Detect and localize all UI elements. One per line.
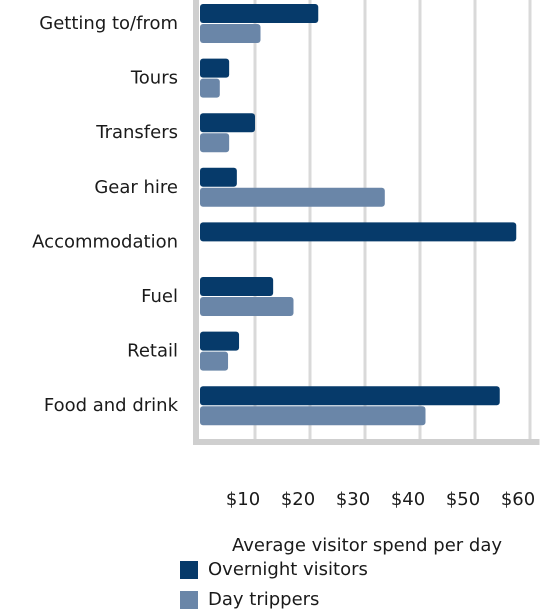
y-tick-label: Accommodation: [32, 231, 178, 252]
bar: [200, 406, 426, 426]
bar: [200, 351, 229, 371]
bar: [200, 187, 385, 207]
bar: [200, 167, 237, 187]
y-tick-label: Getting to/from: [39, 13, 178, 34]
legend-swatch: [180, 561, 198, 579]
y-tick-label: Retail: [127, 341, 178, 362]
bar: [200, 222, 517, 242]
bar: [200, 113, 255, 133]
legend-label: Day trippers: [208, 589, 319, 610]
bar: [200, 24, 261, 43]
bar: [200, 78, 220, 98]
x-axis-label: Average visitor spend per day: [232, 535, 502, 556]
legend-label: Overnight visitors: [208, 559, 368, 580]
bar: [200, 4, 319, 23]
bar: [200, 386, 500, 406]
y-tick-label: Transfers: [95, 122, 178, 143]
x-tick-label: $40: [391, 489, 425, 510]
x-tick-label: $20: [281, 489, 315, 510]
bar: [200, 297, 294, 316]
x-tick-label: $30: [336, 489, 370, 510]
y-tick-label: Gear hire: [94, 177, 178, 198]
legend-swatch: [180, 591, 198, 609]
y-tick-label: Fuel: [141, 286, 178, 307]
bar: [200, 277, 274, 296]
bar: [200, 58, 230, 78]
x-tick-label: $10: [226, 489, 260, 510]
bar: [200, 331, 240, 351]
bar: [200, 133, 230, 153]
y-tick-label: Tours: [130, 68, 178, 89]
y-tick-label: Food and drink: [44, 395, 179, 416]
x-tick-label: $60: [501, 489, 535, 510]
x-tick-label: $50: [446, 489, 480, 510]
